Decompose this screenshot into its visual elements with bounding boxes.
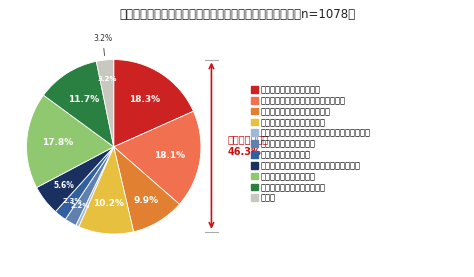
- Wedge shape: [44, 61, 114, 147]
- Wedge shape: [96, 60, 114, 147]
- Text: 18.3%: 18.3%: [129, 95, 160, 104]
- Wedge shape: [65, 147, 114, 225]
- Text: 2.3%: 2.3%: [62, 198, 82, 204]
- Text: ペットショップ
46.3%: ペットショップ 46.3%: [227, 134, 268, 157]
- Text: 10.2%: 10.2%: [93, 199, 124, 208]
- Wedge shape: [76, 147, 114, 227]
- Text: 11.7%: 11.7%: [68, 94, 99, 104]
- Wedge shape: [36, 147, 114, 212]
- Text: あなたが現在飼っているペットはどこで迎えましたか？（n=1078）: あなたが現在飼っているペットはどこで迎えましたか？（n=1078）: [119, 8, 355, 21]
- Text: 9.9%: 9.9%: [134, 196, 159, 205]
- Text: 2.2%: 2.2%: [70, 203, 90, 209]
- Text: 5.6%: 5.6%: [54, 181, 75, 190]
- Wedge shape: [79, 147, 134, 234]
- Legend: ペットショップ（路面店）, ペットショップ（ホームセンター内）, ペットショップ（商業施設内）, ブリーダー（自分で探した）, ブリーダー（マッチングサイトなど: ペットショップ（路面店）, ペットショップ（ホームセンター内）, ペットショップ…: [251, 85, 371, 203]
- Wedge shape: [55, 147, 114, 219]
- Wedge shape: [114, 111, 201, 204]
- Text: 17.8%: 17.8%: [42, 138, 73, 147]
- Wedge shape: [114, 147, 180, 232]
- Text: 18.1%: 18.1%: [154, 151, 185, 160]
- Wedge shape: [27, 95, 114, 188]
- Wedge shape: [114, 60, 193, 147]
- Text: 3.2%: 3.2%: [93, 34, 112, 55]
- Text: 3.2%: 3.2%: [97, 76, 117, 82]
